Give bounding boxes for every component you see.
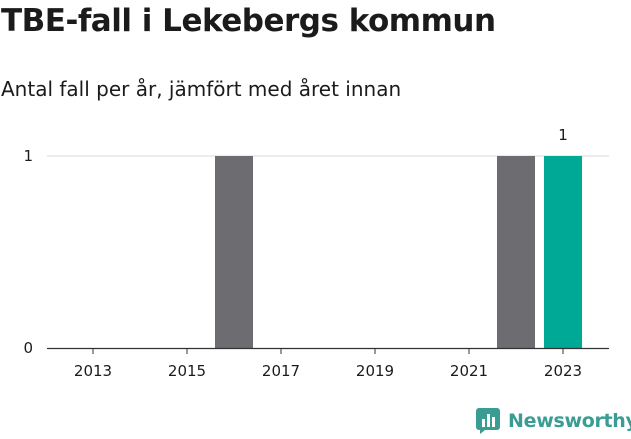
x-tick-label: 2017	[262, 362, 300, 380]
bar-highlight	[544, 156, 582, 348]
x-tick-label: 2019	[356, 362, 394, 380]
bar	[215, 156, 253, 348]
data-label: 1	[558, 126, 568, 144]
bar-chart-logo-icon	[476, 408, 500, 434]
bar	[497, 156, 535, 348]
x-tick-label: 2023	[544, 362, 582, 380]
x-tick-label: 2013	[74, 362, 112, 380]
chart-title: TBE-fall i Lekebergs kommun	[1, 3, 496, 39]
brand-name: Newsworthy	[508, 410, 631, 432]
x-tick-label: 2015	[168, 362, 206, 380]
y-tick-label: 0	[23, 339, 33, 357]
x-tick-label: 2021	[450, 362, 488, 380]
chart-subtitle: Antal fall per år, jämfört med året inna…	[1, 77, 402, 101]
y-tick-label: 1	[23, 147, 33, 165]
brand-logo: Newsworthy	[476, 408, 631, 434]
